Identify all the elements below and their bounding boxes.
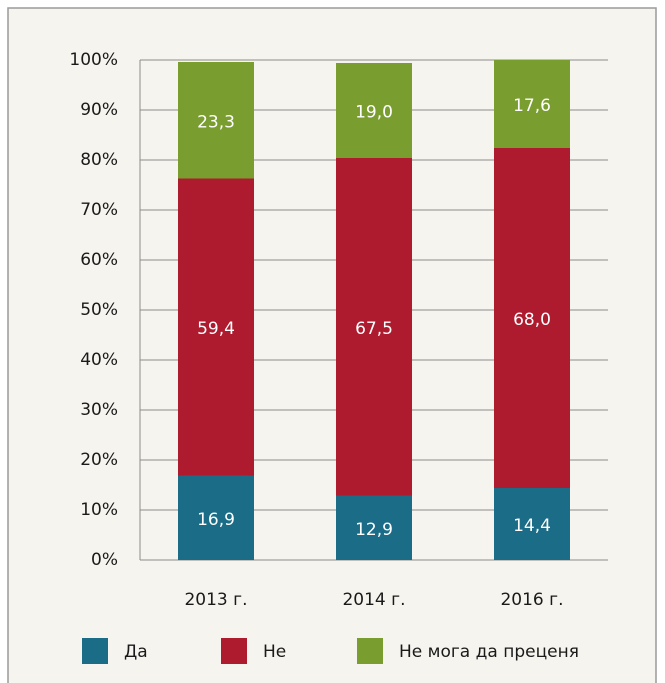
bar-segment [178, 178, 254, 476]
y-tick-label: 30% [80, 400, 118, 420]
bar-segment [336, 158, 412, 496]
legend-label: Да [124, 642, 148, 662]
y-tick-label: 100% [69, 50, 118, 70]
y-tick-label: 40% [80, 350, 118, 370]
value-label: 16,9 [197, 510, 235, 530]
value-label: 67,5 [355, 319, 393, 339]
legend-swatch [82, 638, 108, 664]
y-tick-label: 80% [80, 150, 118, 170]
legend-label: Не [263, 642, 286, 662]
y-tick-label: 60% [80, 250, 118, 270]
bar-segment [336, 495, 412, 560]
y-tick-label: 50% [80, 300, 118, 320]
legend-label: Не мога да преценя [399, 642, 579, 662]
bar-segment [494, 488, 570, 560]
x-tick-label: 2014 г. [342, 590, 405, 610]
x-tick-label: 2016 г. [500, 590, 563, 610]
bar-segment [494, 148, 570, 488]
value-label: 19,0 [355, 103, 393, 123]
x-tick-label: 2013 г. [184, 590, 247, 610]
value-label: 12,9 [355, 520, 393, 540]
value-label: 68,0 [513, 310, 551, 330]
value-label: 17,6 [513, 96, 551, 116]
bar-segment [178, 62, 254, 179]
y-tick-label: 0% [91, 550, 118, 570]
legend-swatch [221, 638, 247, 664]
y-tick-label: 90% [80, 100, 118, 120]
y-tick-label: 70% [80, 200, 118, 220]
bar-segment [494, 60, 570, 148]
y-tick-label: 10% [80, 500, 118, 520]
y-tick-label: 20% [80, 450, 118, 470]
value-label: 59,4 [197, 319, 235, 339]
legend-swatch [357, 638, 383, 664]
bar-segment [336, 63, 412, 158]
bar-segment [178, 475, 254, 560]
value-label: 14,4 [513, 516, 551, 536]
value-label: 23,3 [197, 112, 235, 132]
